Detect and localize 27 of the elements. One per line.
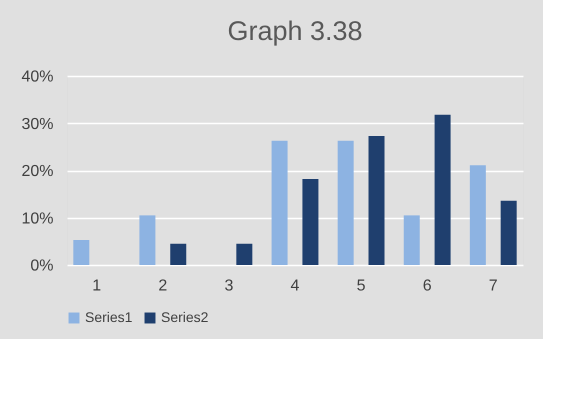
bar bbox=[434, 114, 451, 265]
bar bbox=[236, 244, 252, 265]
bar bbox=[73, 240, 90, 265]
y-tick-label: 10% bbox=[21, 210, 54, 228]
x-tick-label: 1 bbox=[92, 278, 102, 294]
bar bbox=[139, 215, 156, 265]
bar bbox=[338, 140, 354, 265]
x-tick-label: 2 bbox=[158, 278, 168, 294]
bar bbox=[404, 215, 420, 265]
bar bbox=[272, 140, 288, 265]
x-tick-label: 5 bbox=[356, 278, 366, 294]
bar bbox=[170, 244, 186, 265]
y-tick-label: 0% bbox=[30, 258, 54, 274]
y-tick-label: 20% bbox=[21, 163, 54, 180]
y-tick-label: 30% bbox=[21, 116, 54, 133]
x-tick-label: 3 bbox=[224, 278, 234, 294]
y-tick-label: 40% bbox=[21, 68, 54, 86]
bar bbox=[500, 200, 517, 265]
legend-label: Series1 bbox=[85, 309, 133, 325]
bar bbox=[470, 165, 486, 265]
legend-label: Series2 bbox=[161, 309, 209, 325]
chart-title: Graph 3.38 bbox=[227, 16, 363, 46]
x-tick-label: 4 bbox=[290, 278, 300, 294]
x-tick-label: 7 bbox=[488, 278, 498, 294]
bar bbox=[302, 179, 318, 265]
x-tick-label: 6 bbox=[422, 278, 432, 294]
bar bbox=[368, 136, 385, 265]
